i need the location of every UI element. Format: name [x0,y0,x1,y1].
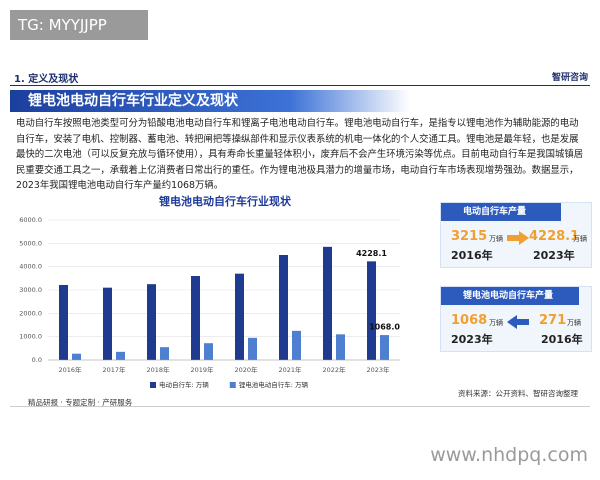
card-year: 2016年 [451,249,493,262]
card-year: 2023年 [533,249,575,262]
bar [116,351,125,360]
arrow [507,231,529,245]
card-value: 271 [539,313,567,328]
x-tick-label: 2016年 [58,365,82,374]
card-title: 电动自行车产量 [441,203,561,221]
bar [204,343,213,360]
card-unit: 万辆 [489,235,503,243]
bar [248,337,257,360]
bar [380,335,389,360]
card-value: 4228.1 [529,229,580,244]
bar [191,276,200,360]
legend-label: 电动自行车: 万辆 [159,380,209,389]
section-label: 1. 定义及现状 [14,74,79,85]
bar [336,334,345,360]
x-tick-label: 2017年 [102,365,126,374]
card-unit: 万辆 [489,319,503,327]
site-watermark: www.nhdpq.com [430,444,588,466]
card: 电动自行车产量 3215 万辆 2016年 4228.1 万辆 2023年 [440,202,592,268]
bar [292,330,301,360]
bar [103,287,112,360]
y-tick-label: 3000.0 [19,286,42,294]
y-tick-label: 4000.0 [19,263,42,271]
card: 锂电池电动自行车产量 1068 万辆 2023年 271 万辆 2016年 [440,286,592,352]
x-tick-label: 2019年 [190,365,214,374]
y-tick-label: 2000.0 [19,309,42,317]
title-banner [10,90,410,112]
bar [147,284,156,360]
bar [279,255,288,360]
bar [235,273,244,360]
card-year: 2016年 [541,333,583,346]
card-unit: 万辆 [567,319,581,327]
card-unit: 万辆 [573,235,587,243]
legend-swatch [150,382,156,388]
card-title: 锂电池电动自行车产量 [441,287,579,305]
value-label: 4228.1 [356,249,387,258]
rule [10,406,590,407]
x-tick-label: 2023年 [366,365,390,374]
bar [323,246,332,360]
x-tick-label: 2020年 [234,365,258,374]
chart: 锂电池电动自行车行业现状 0.0 1000.0 2000.0 3000.0 4000.0… [19,194,400,389]
card-value: 1068 [451,313,488,328]
value-label: 1068.0 [369,323,400,332]
x-tick-label: 2018年 [146,365,170,374]
y-tick-label: 0.0 [32,356,42,364]
source: 资料来源：公开资料、智研咨询整理 [458,389,578,398]
bar [59,284,68,360]
bar [160,347,169,360]
footer: 精品研报 · 专题定制 · 产研服务 [28,398,133,407]
watermark: TG: MYYJJPP [10,10,148,40]
y-tick-label: 1000.0 [19,333,42,341]
arrow [507,315,529,329]
legend-swatch [229,382,236,388]
title: 锂电池电动自行车行业定义及现状 [28,93,238,109]
chart-title: 锂电池电动自行车行业现状 [159,194,292,208]
legend-label: 锂电池电动自行车: 万辆 [239,380,309,389]
x-tick-label: 2021年 [278,365,302,374]
brand: 智研咨询 [551,73,588,83]
paragraph: 电动自行车按照电池类型可分为铅酸电池电动自行车和锂离子电池电动自行车。锂电池电动… [16,118,584,191]
y-tick-label: 5000.0 [19,239,42,247]
card-value: 3215 [451,229,488,244]
rule [10,85,590,86]
card-year: 2023年 [451,333,493,346]
y-tick-label: 6000.0 [19,216,42,224]
bar [367,261,376,360]
x-tick-label: 2022年 [322,365,346,374]
bar [72,353,81,360]
